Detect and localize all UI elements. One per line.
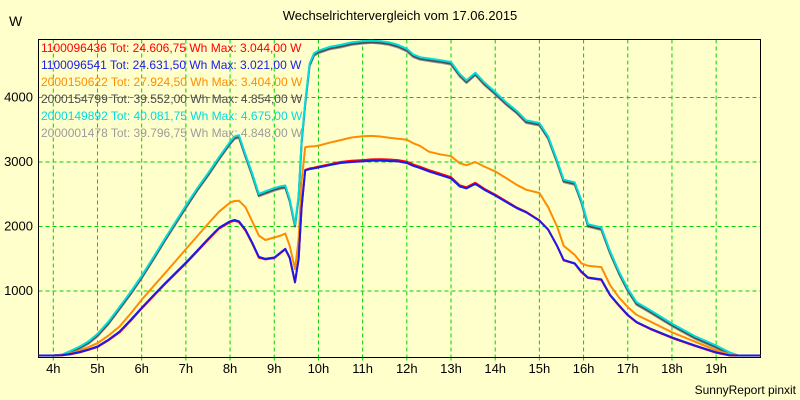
x-axis-label: 5h [90, 361, 104, 376]
y-axis-unit-label: W [9, 13, 23, 29]
x-axis-label: 6h [134, 361, 148, 376]
x-axis-label: 13h [440, 361, 462, 376]
x-axis-label: 17h [617, 361, 639, 376]
x-axis-label: 8h [223, 361, 237, 376]
legend-item: 2000154799 Tot: 39.552,00 Wh Max: 4.854,… [41, 92, 303, 106]
series-line-2000150622 [38, 134, 761, 357]
series-line-2000149892 [38, 39, 761, 357]
x-axis-label: 11h [352, 361, 373, 376]
plot-border [38, 39, 761, 358]
legend-item: 2000149892 Tot: 40.081,75 Wh Max: 4.675,… [41, 109, 303, 123]
x-axis-label: 15h [529, 361, 551, 376]
y-axis-label: 3000 [4, 154, 33, 169]
y-axis-label: 4000 [4, 90, 33, 105]
x-axis-label: 10h [308, 361, 330, 376]
legend-item: 1100096436 Tot: 24.606,75 Wh Max: 3.044,… [41, 41, 302, 55]
y-axis-label: 1000 [4, 283, 33, 298]
chart-title: Wechselrichtervergleich vom 17.06.2015 [282, 8, 518, 23]
legend-item: 2000001478 Tot: 39.796,75 Wh Max: 4.848,… [41, 126, 303, 140]
x-axis-label: 14h [484, 361, 506, 376]
x-axis-label: 7h [179, 361, 193, 376]
legend-item: 2000150622 Tot: 27.924,50 Wh Max: 3.404,… [41, 75, 303, 89]
x-axis-label: 9h [267, 361, 281, 376]
x-axis-label: 16h [573, 361, 595, 376]
x-axis-label: 4h [46, 361, 60, 376]
x-axis-label: 19h [705, 361, 727, 376]
watermark-label: SunnyReport pinxit [694, 383, 796, 397]
legend-item: 1100096541 Tot: 24.631,50 Wh Max: 3.021,… [41, 58, 302, 72]
series-line-1100096436 [38, 158, 761, 357]
legend: 1100096436 Tot: 24.606,75 Wh Max: 3.044,… [41, 40, 302, 142]
series-line-1100096541 [38, 159, 761, 357]
x-axis-label: 12h [396, 361, 418, 376]
x-axis-label: 18h [661, 361, 683, 376]
y-axis-label: 2000 [4, 219, 33, 234]
